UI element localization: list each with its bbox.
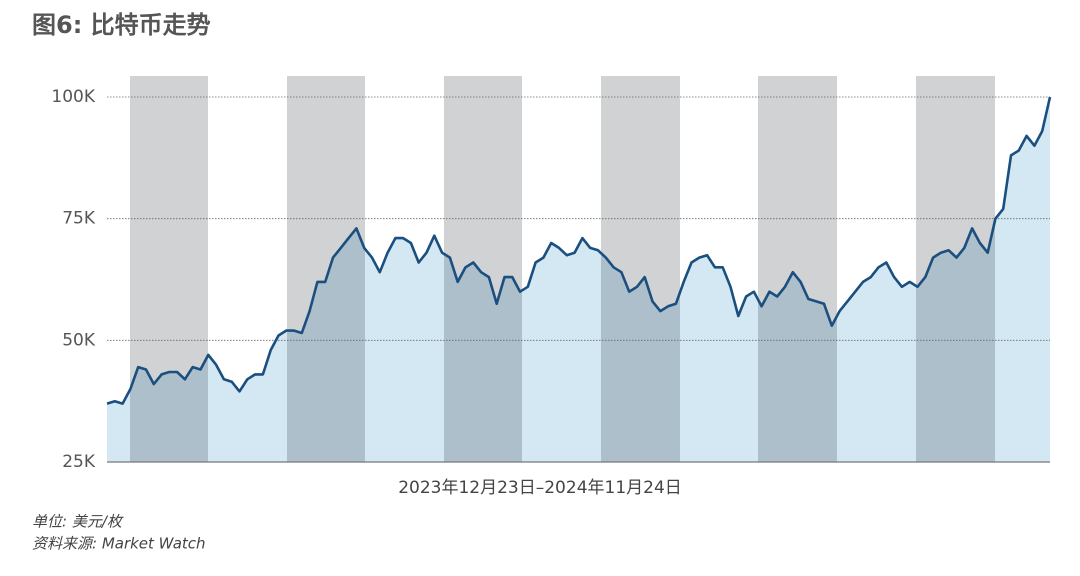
y-tick-label: 25K	[62, 452, 96, 472]
x-axis-label: 2023年12月23日–2024年11月24日	[398, 478, 682, 498]
area	[107, 97, 1050, 462]
note: 单位: 美元/枚	[32, 513, 124, 531]
y-tick-label: 100K	[51, 87, 95, 107]
note: 资料来源: Market Watch	[32, 535, 206, 553]
price-line	[106, 96, 1052, 405]
y-tick-label: 50K	[62, 330, 96, 350]
y-tick-label: 75K	[62, 209, 96, 229]
chart-title: 图6: 比特币走势	[32, 11, 211, 39]
